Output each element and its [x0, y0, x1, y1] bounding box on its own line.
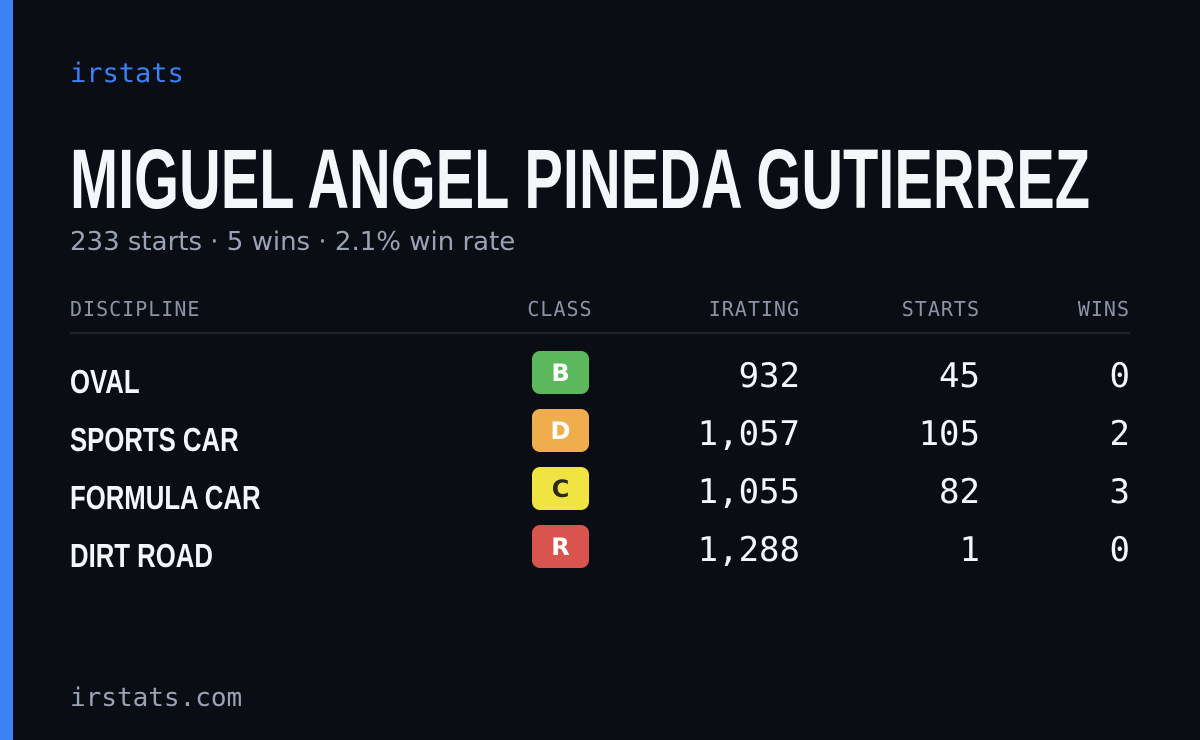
starts: 82: [939, 472, 980, 512]
wins: 2: [1110, 414, 1130, 454]
irating: 1,288: [698, 530, 800, 570]
discipline: FORMULA CAR: [70, 480, 261, 517]
column-header: CLASS: [527, 297, 592, 321]
class-badge: [532, 409, 589, 452]
brand: irstats: [70, 58, 184, 89]
discipline: OVAL: [70, 364, 140, 401]
class-badge: [532, 351, 589, 394]
class-letter: B: [551, 359, 569, 387]
wins: 3: [1110, 472, 1130, 512]
column-header: WINS: [1078, 297, 1130, 321]
summary: 233 starts · 5 wins · 2.1% win rate: [70, 227, 515, 257]
irating: 1,055: [698, 472, 800, 512]
column-header: STARTS: [902, 297, 980, 321]
wins: 0: [1110, 530, 1130, 570]
column-header: IRATING: [709, 297, 800, 321]
class-badge: [532, 525, 589, 568]
accent-bar: [0, 0, 13, 740]
starts: 1: [960, 530, 980, 570]
irating: 932: [739, 356, 800, 396]
wins: 0: [1110, 356, 1130, 396]
class-letter: C: [552, 475, 570, 503]
irating: 1,057: [698, 414, 800, 454]
driver-name: MIGUEL ANGEL PINEDA GUTIERREZ: [70, 132, 1090, 226]
class-letter: R: [551, 533, 569, 561]
footer: irstats.com: [70, 683, 242, 713]
starts: 45: [939, 356, 980, 396]
class-badge: [532, 467, 589, 510]
discipline: SPORTS CAR: [70, 422, 239, 459]
starts: 105: [919, 414, 980, 454]
class-letter: D: [551, 417, 571, 445]
column-header: DISCIPLINE: [70, 297, 200, 321]
discipline: DIRT ROAD: [70, 538, 213, 575]
